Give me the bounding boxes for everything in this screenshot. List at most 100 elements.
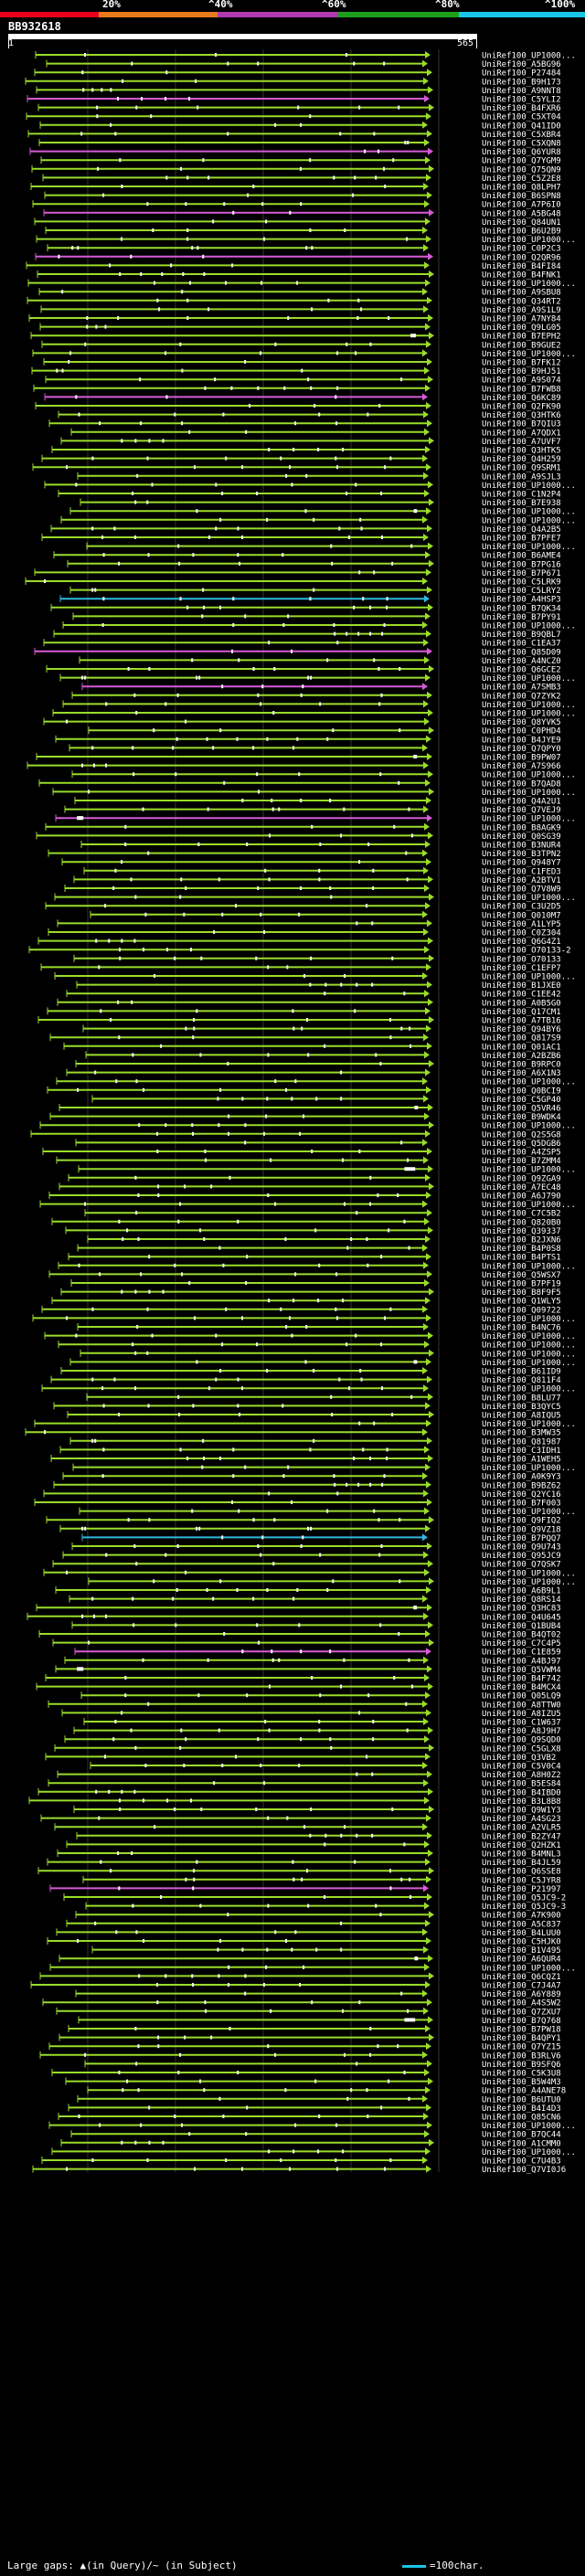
hit-label[interactable]: UniRef100_Q3HTK6: [482, 411, 561, 420]
hit-label[interactable]: UniRef100_Q75QN9: [482, 165, 561, 175]
hit-row[interactable]: UniRef100_B4I4D3: [68, 2104, 561, 2114]
hit-label[interactable]: UniRef100_C1FED3: [482, 867, 561, 876]
hit-row[interactable]: UniRef100_B4MCX4: [36, 1682, 561, 1693]
hit-label[interactable]: UniRef100_A7UVF7: [482, 438, 561, 447]
hit-row[interactable]: UniRef100_A4SG23: [40, 1814, 561, 1825]
hit-row[interactable]: UniRef100_A7K900: [75, 1911, 561, 1921]
hit-label[interactable]: UniRef100_A4S5W2: [482, 1999, 561, 2009]
hit-label[interactable]: UniRef100_C5YLI2: [482, 96, 561, 105]
hit-label[interactable]: UniRef100_UP1000...: [482, 701, 576, 710]
hit-row[interactable]: UniRef100_C1W637: [83, 1718, 561, 1728]
hit-label[interactable]: UniRef100_B7QC44: [482, 2131, 561, 2140]
hit-row[interactable]: UniRef100_Q2YC16: [43, 1489, 561, 1500]
hit-label[interactable]: UniRef100_Q4H259: [482, 455, 561, 464]
hit-label[interactable]: UniRef100_B2ZY47: [482, 1832, 561, 1841]
hit-row[interactable]: UniRef100_C0PHD4: [88, 726, 561, 737]
hit-label[interactable]: UniRef100_UP1000...: [482, 894, 576, 903]
hit-row[interactable]: UniRef100_B7FWB8: [33, 384, 561, 395]
hit-row[interactable]: UniRef100_Q6SSE8: [37, 1867, 561, 1877]
hit-label[interactable]: UniRef100_B8LU77: [482, 1394, 561, 1403]
hit-row[interactable]: UniRef100_B3QYC5: [53, 1402, 561, 1412]
hit-row[interactable]: UniRef100_UP1000...: [39, 1200, 576, 1211]
hit-row[interactable]: UniRef100_B9RPC0: [75, 1060, 561, 1070]
hit-row[interactable]: UniRef100_C1EA37: [43, 639, 561, 649]
hit-label[interactable]: UniRef100_A9S074: [482, 376, 561, 386]
hit-row[interactable]: UniRef100_UP1000...: [54, 893, 576, 904]
hit-row[interactable]: UniRef100_C5LRK9: [25, 578, 561, 588]
hit-label[interactable]: UniRef100_Q0SG39: [482, 832, 561, 842]
hit-label[interactable]: UniRef100_C3U2D5: [482, 903, 561, 912]
hit-label[interactable]: UniRef100_Q4U645: [482, 1613, 561, 1622]
hit-row[interactable]: UniRef100_B9H173: [25, 77, 561, 88]
hit-label[interactable]: UniRef100_B1JXE0: [482, 981, 561, 991]
hit-row[interactable]: UniRef100_Q8YVK5: [43, 717, 561, 728]
hit-label[interactable]: UniRef100_B7Q768: [482, 2017, 561, 2026]
hit-row[interactable]: UniRef100_B4NC76: [77, 1323, 561, 1333]
hit-label[interactable]: UniRef100_Q39337: [482, 1227, 561, 1236]
hit-row[interactable]: UniRef100_UP1000...: [69, 507, 576, 517]
hit-row[interactable]: UniRef100_Q1WLY5: [51, 1297, 561, 1307]
hit-row[interactable]: UniRef100_A9NNT8: [36, 86, 561, 96]
hit-label[interactable]: UniRef100_Q4A2B5: [482, 525, 561, 535]
hit-label[interactable]: UniRef100_B7EPH2: [482, 333, 561, 342]
hit-row[interactable]: UniRef100_B4LUU0: [56, 1928, 561, 1938]
hit-label[interactable]: UniRef100_A1LYP5: [482, 920, 561, 929]
hit-label[interactable]: UniRef100_Q9W1Y3: [482, 1807, 561, 1816]
hit-label[interactable]: UniRef100_UP1000...: [482, 1315, 576, 1324]
hit-label[interactable]: UniRef100_A8TTW0: [482, 1701, 561, 1710]
hit-row[interactable]: UniRef100_B4QPY1: [58, 2033, 561, 2044]
hit-label[interactable]: UniRef100_C5GP40: [482, 1096, 561, 1105]
hit-label[interactable]: UniRef100_Q817S9: [482, 1034, 561, 1044]
hit-row[interactable]: UniRef100_A5C837: [66, 1919, 561, 1930]
hit-row[interactable]: UniRef100_B5ES84: [48, 1779, 561, 1789]
hit-label[interactable]: UniRef100_C1N2P4: [482, 491, 561, 500]
hit-label[interactable]: UniRef100_B4JL59: [482, 1859, 561, 1868]
hit-row[interactable]: UniRef100_UP1000...: [60, 515, 576, 526]
hit-row[interactable]: UniRef100_Q39337: [65, 1226, 561, 1236]
hit-label[interactable]: UniRef100_B3RLV6: [482, 2051, 561, 2061]
hit-row[interactable]: UniRef100_B8AGK9: [45, 822, 561, 833]
hit-label[interactable]: UniRef100_O70133-2: [482, 947, 571, 956]
hit-row[interactable]: UniRef100_B7F003: [34, 1499, 561, 1509]
hit-label[interactable]: UniRef100_C5Z2E8: [482, 175, 561, 184]
hit-label[interactable]: UniRef100_A7SMB3: [482, 684, 561, 693]
hit-label[interactable]: UniRef100_Q948Y7: [482, 859, 561, 868]
hit-label[interactable]: UniRef100_B4I4D3: [482, 2104, 561, 2114]
hit-label[interactable]: UniRef100_Q9SQD0: [482, 1736, 561, 1745]
hit-row[interactable]: UniRef100_A5BG96: [46, 59, 561, 70]
hit-row[interactable]: UniRef100_C3U2D5: [45, 902, 561, 912]
hit-row[interactable]: UniRef100_UP1000...: [41, 1384, 576, 1394]
hit-label[interactable]: UniRef100_UP1000...: [482, 508, 576, 517]
hit-label[interactable]: UniRef100_C5XBR4: [482, 131, 561, 140]
hit-row[interactable]: UniRef100_UP1000...: [44, 1331, 576, 1342]
hit-label[interactable]: UniRef100_UP1000...: [482, 1359, 576, 1368]
hit-label[interactable]: UniRef100_UP1000...: [482, 674, 576, 684]
hit-row[interactable]: UniRef100_B7PF19: [70, 1279, 561, 1289]
hit-row[interactable]: UniRef100_Q5WSX7: [48, 1270, 561, 1280]
hit-label[interactable]: UniRef100_B5W4M3: [482, 2078, 561, 2087]
hit-row[interactable]: UniRef100_Q7ZYK2: [71, 691, 561, 702]
hit-label[interactable]: UniRef100_Q8LPH7: [482, 184, 561, 193]
hit-row[interactable]: UniRef100_Q81987: [69, 1436, 561, 1447]
hit-row[interactable]: UniRef100_B9BZ62: [53, 1480, 561, 1491]
hit-row[interactable]: UniRef100_B7EPH2: [30, 332, 561, 342]
hit-label[interactable]: UniRef100_Q81987: [482, 1437, 561, 1447]
hit-label[interactable]: UniRef100_B7PW18: [482, 2026, 561, 2035]
hit-row[interactable]: UniRef100_UP1000...: [48, 2121, 576, 2132]
hit-label[interactable]: UniRef100_B9HJ51: [482, 367, 561, 376]
hit-row[interactable]: UniRef100_Q3HTK6: [58, 410, 561, 421]
hit-row[interactable]: UniRef100_B4FI84: [26, 261, 561, 271]
hit-label[interactable]: UniRef100_B3NUR4: [482, 842, 561, 851]
hit-label[interactable]: UniRef100_Q7ZYK2: [482, 692, 561, 701]
hit-row[interactable]: UniRef100_A6B9L1: [55, 1586, 561, 1596]
hit-row[interactable]: UniRef100_UP1000...: [52, 709, 576, 719]
hit-row[interactable]: UniRef100_A8IZU5: [61, 1709, 561, 1719]
hit-label[interactable]: UniRef100_A9NNT8: [482, 87, 561, 96]
hit-label[interactable]: UniRef100_Q95JC9: [482, 1552, 561, 1561]
hit-label[interactable]: UniRef100_Q05LQ9: [482, 1692, 561, 1701]
hit-label[interactable]: UniRef100_A4HSP3: [482, 596, 561, 605]
hit-row[interactable]: UniRef100_UP1000...: [86, 542, 576, 553]
hit-label[interactable]: UniRef100_Q3HC83: [482, 1605, 561, 1614]
hit-row[interactable]: UniRef100_B61ID9: [60, 1367, 561, 1377]
hit-row[interactable]: UniRef100_Q85CN6: [58, 2113, 561, 2123]
